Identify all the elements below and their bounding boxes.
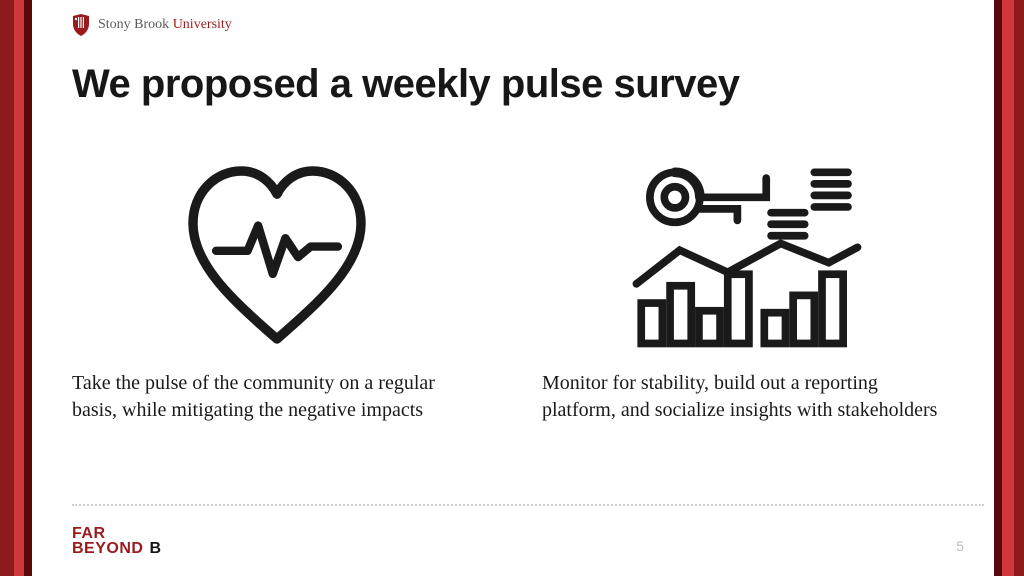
logo-text-secondary: University	[173, 17, 232, 32]
footer-line2: BEYOND	[72, 540, 143, 557]
shield-icon	[72, 14, 90, 36]
footer-suffix: B	[149, 540, 161, 557]
accent-stripe	[1002, 0, 1014, 576]
accent-stripe	[14, 0, 24, 576]
logo-text-primary: Stony Brook	[98, 17, 173, 32]
accent-stripe	[1014, 0, 1024, 576]
divider-dotted	[72, 504, 984, 506]
analytics-dashboard-icon	[542, 140, 952, 370]
accent-stripe	[0, 0, 14, 576]
university-logo: Stony Brook University	[72, 14, 232, 36]
footer-line1: FAR	[72, 526, 162, 541]
page-number: 5	[956, 538, 964, 554]
slide-title: We proposed a weekly pulse survey	[72, 62, 739, 107]
column-right: Monitor for stability, build out a repor…	[542, 140, 952, 486]
footer-tagline: FAR BEYOND B	[72, 526, 162, 556]
logo-text: Stony Brook University	[98, 17, 232, 33]
heart-pulse-icon	[72, 140, 482, 370]
accent-stripe	[994, 0, 1002, 576]
column-left: Take the pulse of the community on a reg…	[72, 140, 482, 486]
accent-stripe	[24, 0, 32, 576]
right-accent-bar	[994, 0, 1024, 576]
content-row: Take the pulse of the community on a reg…	[72, 140, 952, 486]
presentation-slide: Stony Brook University We proposed a wee…	[0, 0, 1024, 576]
column-left-text: Take the pulse of the community on a reg…	[72, 370, 482, 424]
left-accent-bar	[0, 0, 32, 576]
column-right-text: Monitor for stability, build out a repor…	[542, 370, 952, 424]
